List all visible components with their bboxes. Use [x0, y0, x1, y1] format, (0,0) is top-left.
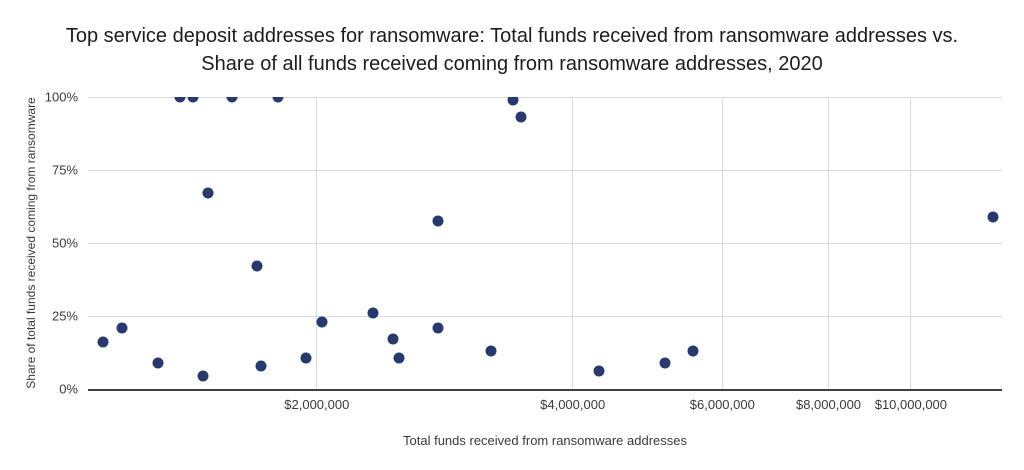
data-point — [485, 345, 497, 357]
x-gridline — [721, 97, 723, 389]
data-point — [515, 111, 527, 123]
x-tick-label: $6,000,000 — [689, 397, 755, 412]
x-tick-label: $4,000,000 — [540, 397, 606, 412]
data-point — [432, 322, 444, 334]
y-tick-label: 25% — [51, 308, 78, 324]
data-point — [987, 211, 999, 223]
data-point — [659, 357, 671, 369]
data-point — [367, 307, 379, 319]
data-point — [97, 336, 109, 348]
data-point — [507, 97, 519, 106]
data-point — [687, 345, 699, 357]
data-point — [202, 187, 214, 199]
data-point — [316, 316, 328, 328]
data-point — [116, 322, 128, 334]
data-point — [197, 370, 209, 382]
y-tick-label: 100% — [44, 89, 78, 105]
y-tick-label: 75% — [51, 162, 78, 178]
x-axis-title: Total funds received from ransomware add… — [403, 433, 687, 448]
y-gridline — [88, 315, 1002, 317]
data-point — [300, 352, 312, 364]
data-point — [393, 352, 405, 364]
x-gridline — [828, 97, 829, 389]
x-gridline — [572, 97, 574, 389]
x-tick-label: $2,000,000 — [284, 397, 350, 412]
y-gridline — [88, 169, 1002, 171]
chart-title-line-2: Share of all funds received coming from … — [201, 53, 823, 75]
data-point — [387, 333, 399, 345]
y-tick-label: 0% — [59, 381, 78, 397]
data-point — [226, 97, 238, 103]
data-point — [272, 97, 284, 103]
x-gridline — [910, 97, 912, 389]
x-gridline — [316, 97, 318, 389]
chart-title: Top service deposit addresses for ransom… — [0, 22, 1024, 78]
data-point — [152, 357, 164, 369]
data-point — [593, 365, 605, 377]
y-gridline — [88, 97, 1002, 98]
y-gridline — [88, 242, 1002, 244]
y-tick-label: 50% — [51, 235, 78, 251]
x-tick-label: $8,000,000 — [795, 397, 862, 412]
data-point — [251, 260, 263, 272]
data-point — [187, 97, 199, 103]
data-point — [174, 97, 186, 103]
x-tick-label: $10,000,000 — [874, 397, 948, 412]
data-point — [432, 215, 444, 227]
chart-title-line-1: Top service deposit addresses for ransom… — [65, 25, 959, 47]
data-point — [255, 360, 267, 372]
plot-area — [88, 97, 1002, 391]
